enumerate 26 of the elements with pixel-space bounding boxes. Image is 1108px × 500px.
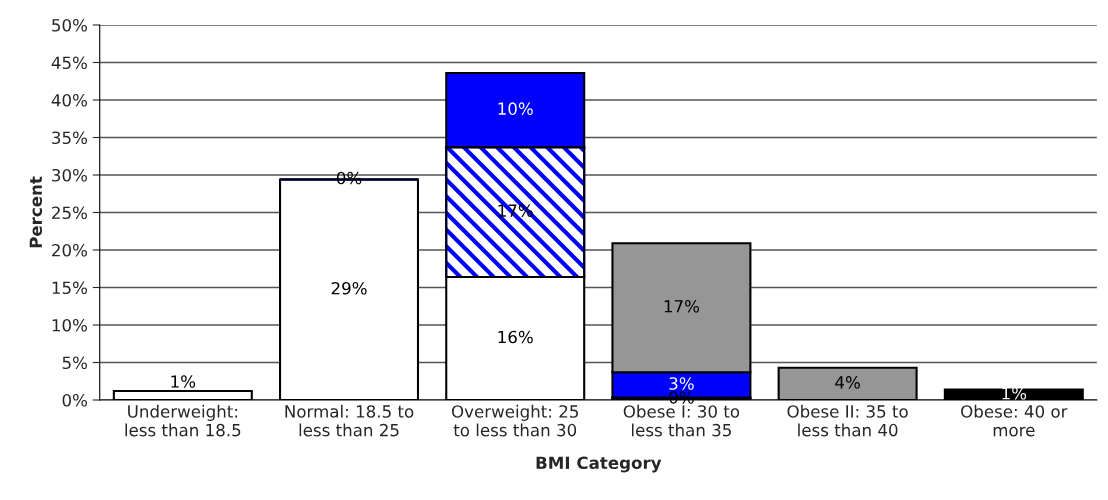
y-tick-label: 5% (62, 356, 87, 370)
y-tick-label: 45% (51, 56, 87, 70)
y-tick-label: 20% (52, 243, 87, 257)
y-tick-label: 0% (62, 393, 87, 407)
data-label: 29% (331, 281, 367, 295)
y-tick-label: 30% (52, 168, 87, 182)
y-tick-label: 35% (52, 131, 87, 145)
x-axis-title: BMI Category (536, 456, 662, 473)
y-axis-title: Percent (29, 176, 43, 248)
x-tick-label: Normal: 18.5 to less than 25 (285, 404, 414, 437)
y-tick-label: 40% (51, 93, 87, 107)
x-tick-label: Obese II: 35 to less than 40 (787, 404, 908, 437)
x-tick-label: Underweight: less than 18.5 (125, 404, 241, 437)
x-tick-label: Obese I: 30 to less than 35 (623, 404, 740, 437)
data-label: 10% (498, 102, 533, 115)
data-label: 16% (498, 330, 533, 344)
data-label: 4% (835, 376, 860, 389)
y-tick-label: 10% (52, 318, 87, 332)
y-tick-label: 25% (52, 206, 87, 220)
y-tick-label: 15% (52, 281, 87, 295)
data-label: 3% (669, 377, 694, 390)
data-label: 1% (171, 375, 196, 388)
y-tick-label: 50% (52, 18, 87, 32)
data-label: 17% (664, 299, 700, 313)
x-tick-label: Obese: 40 or more (961, 404, 1068, 437)
x-tick-label: Overweight: 25 to less than 30 (451, 404, 578, 437)
